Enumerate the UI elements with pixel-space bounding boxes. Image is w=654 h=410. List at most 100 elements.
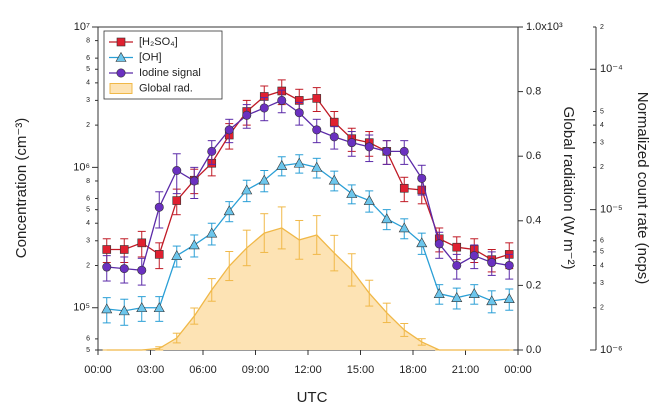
x-axis-title: UTC (297, 389, 328, 406)
marker-triangle (416, 237, 428, 248)
y2-tick-label: 0.4 (526, 215, 541, 227)
y3-tick-label: 2 (600, 164, 604, 171)
marker-square (102, 245, 112, 254)
marker-circle (154, 202, 164, 212)
y3-tick-label: 2 (600, 305, 604, 312)
marker-circle (259, 103, 269, 113)
marker-triangle (136, 302, 148, 313)
y2-axis-title: Global radiation (W m⁻²) (560, 107, 577, 270)
y3-tick-label: 4 (600, 262, 604, 269)
x-tick-label: 00:00 (504, 364, 532, 376)
y3-tick-label: 3 (600, 139, 604, 146)
marker-triangle (276, 159, 288, 170)
y-tick-label: 3 (86, 97, 90, 104)
error-bar (330, 234, 339, 272)
y-tick-label: 5 (86, 206, 90, 213)
y3-tick-label: 5 (600, 249, 604, 256)
x-tick-label: 21:00 (452, 364, 480, 376)
error-bar (312, 215, 321, 255)
marker-triangle (171, 250, 183, 260)
y-tick-label: 8 (86, 37, 90, 44)
marker-circle (452, 260, 462, 270)
error-bar (295, 219, 304, 260)
y3-tick-label: 4 (600, 122, 604, 129)
marker-circle (294, 108, 304, 118)
error-bar (190, 307, 199, 325)
y2-tick-label: 0.0 (526, 344, 541, 356)
series-line (106, 90, 510, 261)
marker-triangle (433, 288, 445, 298)
marker-square (119, 245, 129, 254)
marker-circle (347, 138, 357, 148)
y-tick-label: 3 (86, 238, 90, 245)
y-tick-label: 10⁵ (73, 302, 90, 314)
error-bar (382, 302, 391, 324)
y3-tick-label: 10⁻⁵ (600, 204, 623, 216)
marker-triangle (346, 188, 358, 198)
marker-triangle (363, 194, 375, 205)
y-tick-label: 2 (86, 122, 90, 129)
error-bar (172, 332, 181, 344)
legend-label: [OH] (139, 51, 162, 63)
marker-circle (329, 132, 339, 142)
marker-square (329, 117, 339, 127)
legend-label: Iodine signal (139, 67, 201, 79)
y3-tick-label: 6 (600, 238, 604, 245)
y-axis-title: Concentration (cm⁻³) (13, 118, 30, 258)
marker-triangle (381, 213, 393, 224)
marker-triangle (223, 205, 235, 216)
y-tick-label: 4 (86, 220, 90, 227)
x-tick-label: 12:00 (294, 364, 322, 376)
marker-circle (487, 258, 497, 268)
y3-axis-title: Normalized count rate (ncps) (634, 92, 651, 285)
marker-square (154, 250, 164, 259)
x-tick-label: 06:00 (189, 364, 217, 376)
error-bar (277, 206, 286, 250)
marker-triangle (311, 161, 323, 172)
y-tick-label: 10⁶ (73, 161, 90, 173)
y-tick-label: 4 (86, 80, 90, 87)
marker-triangle (241, 184, 253, 195)
legend-label: Global rad. (139, 82, 193, 94)
error-bar (225, 250, 234, 282)
y2-tick-label: 0.8 (526, 86, 541, 98)
y2-tick-label: 0.6 (526, 150, 541, 162)
marker-circle (119, 264, 129, 274)
marker-square (452, 242, 462, 252)
marker-circle (207, 146, 217, 156)
y-tick-label: 5 (86, 66, 90, 73)
marker-circle (172, 165, 182, 175)
marker-circle (189, 176, 199, 186)
y-tick-label: 6 (86, 55, 90, 62)
y-tick-label: 6 (86, 336, 90, 343)
marker-triangle (468, 288, 480, 298)
marker-triangle (258, 174, 270, 185)
marker-circle (417, 173, 427, 183)
marker-triangle (451, 292, 463, 302)
marker-circle (102, 262, 112, 272)
marker-circle (382, 146, 392, 156)
y2-tick-label: 0.2 (526, 279, 541, 291)
marker-triangle (153, 302, 165, 313)
marker-triangle (293, 157, 305, 168)
legend-marker (116, 37, 126, 47)
marker-triangle (398, 222, 410, 233)
y-tick-label: 6 (86, 195, 90, 202)
marker-circle (469, 251, 479, 261)
marker-triangle (118, 305, 130, 316)
marker-circle (399, 146, 409, 156)
marker-triangle (206, 227, 218, 238)
area-fill (106, 227, 510, 350)
error-bar (417, 338, 426, 346)
error-bar (365, 279, 374, 307)
y3-tick-label: 3 (600, 280, 604, 287)
x-tick-label: 03:00 (137, 364, 165, 376)
error-bar (347, 253, 356, 287)
marker-circle (434, 239, 444, 249)
error-bar (260, 213, 269, 253)
marker-square (172, 196, 182, 205)
y-tick-label: 8 (86, 178, 90, 185)
marker-circle (242, 110, 252, 120)
legend-swatch (109, 83, 133, 94)
